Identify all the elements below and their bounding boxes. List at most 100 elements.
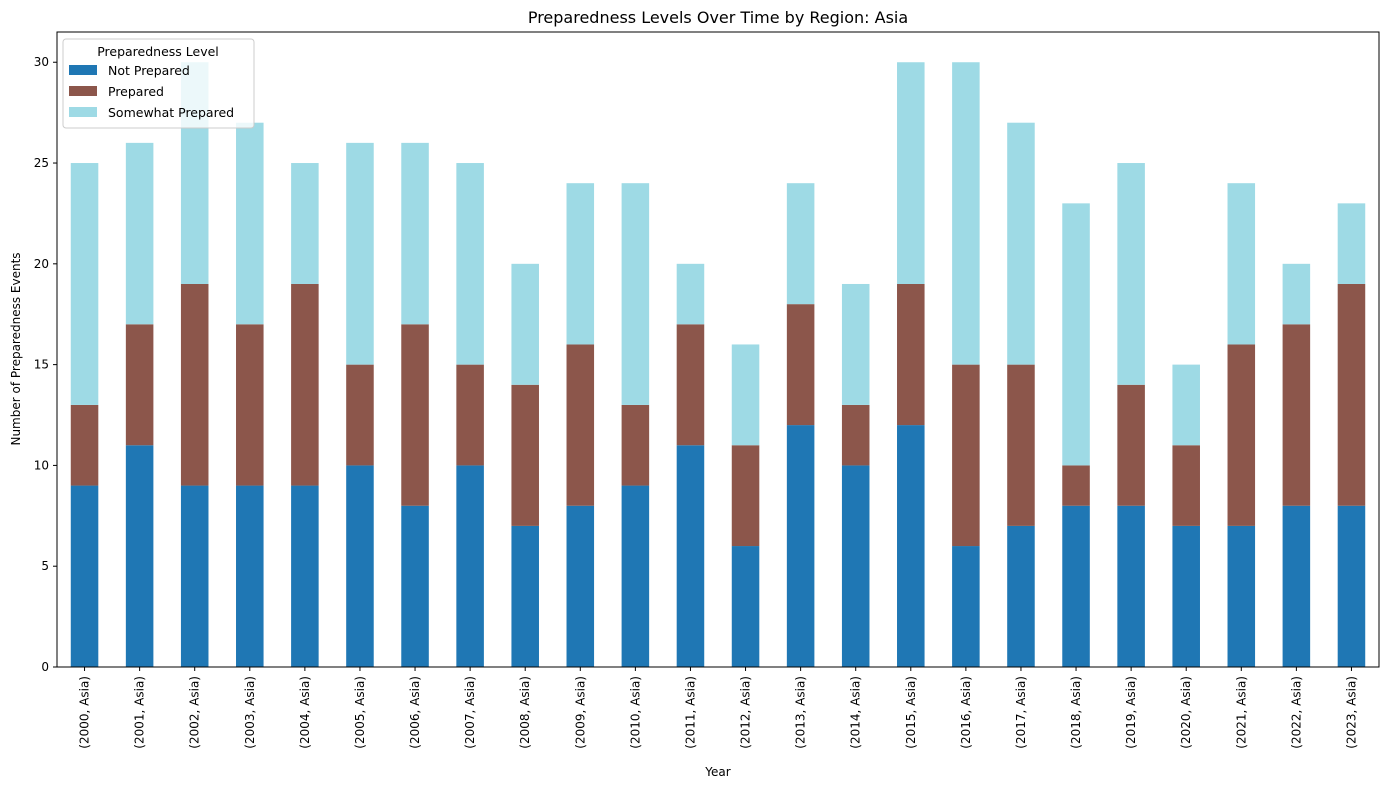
bar-segment-somewhat-prepared-5 xyxy=(346,142,374,365)
bar-segment-not-prepared-4 xyxy=(291,485,319,667)
bar-segment-prepared-8 xyxy=(511,384,539,526)
bar-segment-prepared-1 xyxy=(125,324,154,446)
y-tick-label-10: 10 xyxy=(34,458,49,472)
bar-segment-prepared-4 xyxy=(291,283,319,486)
bar-segment-prepared-15 xyxy=(897,283,925,426)
x-tick-label-5: (2005, Asia) xyxy=(353,676,367,749)
bar-segment-somewhat-prepared-4 xyxy=(291,163,319,284)
legend-label-somewhat-prepared: Somewhat Prepared xyxy=(108,105,234,120)
x-tick-label-23: (2023, Asia) xyxy=(1344,676,1358,749)
x-tick-label-8: (2008, Asia) xyxy=(518,676,532,749)
bar-segment-somewhat-prepared-14 xyxy=(841,283,870,405)
bar-segment-somewhat-prepared-23 xyxy=(1337,203,1366,284)
bar-segment-prepared-18 xyxy=(1062,465,1090,506)
bar-segment-prepared-20 xyxy=(1172,445,1200,526)
legend-swatch-not-prepared xyxy=(69,65,97,75)
bar-segment-somewhat-prepared-17 xyxy=(1007,122,1035,365)
bar-segment-not-prepared-8 xyxy=(511,525,539,667)
bar-segment-not-prepared-6 xyxy=(401,505,429,667)
x-tick-label-22: (2022, Asia) xyxy=(1289,676,1303,749)
x-tick-label-9: (2009, Asia) xyxy=(573,676,587,749)
bar-segment-somewhat-prepared-10 xyxy=(621,183,650,405)
bar-segment-somewhat-prepared-18 xyxy=(1062,203,1090,466)
bar-segment-somewhat-prepared-9 xyxy=(566,183,595,345)
bar-segment-somewhat-prepared-22 xyxy=(1282,263,1311,325)
bar-segment-somewhat-prepared-13 xyxy=(786,183,815,305)
bar-segment-not-prepared-17 xyxy=(1007,525,1035,667)
bar-segment-not-prepared-19 xyxy=(1117,505,1145,667)
x-tick-label-11: (2011, Asia) xyxy=(683,676,697,749)
legend-items: Not Prepared Prepared Somewhat Prepared xyxy=(69,63,234,120)
x-tick-label-19: (2019, Asia) xyxy=(1124,676,1138,749)
bar-segment-prepared-16 xyxy=(952,364,980,547)
bar-segment-prepared-17 xyxy=(1007,364,1035,526)
x-tick-label-2: (2002, Asia) xyxy=(188,676,202,749)
bar-segment-not-prepared-2 xyxy=(180,485,209,667)
bar-segment-prepared-23 xyxy=(1337,283,1366,506)
bar-segment-somewhat-prepared-15 xyxy=(897,62,925,284)
plot-frame xyxy=(56,31,1380,668)
x-tick-label-1: (2001, Asia) xyxy=(133,676,147,749)
bar-segment-prepared-12 xyxy=(731,445,760,547)
bar-segment-somewhat-prepared-1 xyxy=(125,142,154,325)
x-axis: (2000, Asia) (2001, Asia) (2002, Asia) (200… xyxy=(78,667,1358,749)
bar-segment-somewhat-prepared-0 xyxy=(70,163,99,405)
x-tick-label-14: (2014, Asia) xyxy=(849,676,863,749)
bar-segment-not-prepared-18 xyxy=(1062,505,1090,667)
bar-segment-not-prepared-5 xyxy=(346,465,374,667)
y-tick-label-15: 15 xyxy=(34,358,49,372)
bar-segment-somewhat-prepared-21 xyxy=(1227,183,1256,345)
x-tick-label-17: (2017, Asia) xyxy=(1014,676,1028,749)
bar-segment-prepared-14 xyxy=(841,404,870,466)
bar-segment-prepared-0 xyxy=(70,404,99,486)
bar-segment-prepared-6 xyxy=(401,324,429,506)
y-tick-label-30: 30 xyxy=(34,55,49,69)
bar-segment-somewhat-prepared-20 xyxy=(1172,364,1200,446)
x-tick-label-16: (2016, Asia) xyxy=(959,676,973,749)
x-tick-label-21: (2021, Asia) xyxy=(1234,676,1248,749)
x-tick-label-15: (2015, Asia) xyxy=(904,676,918,749)
bar-segment-not-prepared-10 xyxy=(621,485,650,667)
legend-label-not-prepared: Not Prepared xyxy=(108,63,190,78)
bar-segment-prepared-22 xyxy=(1282,324,1311,506)
y-axis-label: Number of Preparedness Events xyxy=(9,252,23,445)
bar-segment-not-prepared-1 xyxy=(125,445,154,667)
x-tick-label-7: (2007, Asia) xyxy=(463,676,477,749)
x-tick-label-12: (2012, Asia) xyxy=(739,676,753,749)
bar-segment-somewhat-prepared-3 xyxy=(236,122,264,325)
bar-segment-prepared-5 xyxy=(346,364,374,466)
x-tick-label-20: (2020, Asia) xyxy=(1179,676,1193,749)
y-axis: 0 5 10 15 20 25 30 xyxy=(34,55,57,674)
bar-segment-not-prepared-0 xyxy=(70,485,99,667)
x-tick-label-13: (2013, Asia) xyxy=(794,676,808,749)
x-tick-label-4: (2004, Asia) xyxy=(298,676,312,749)
y-tick-label-25: 25 xyxy=(34,156,49,170)
bar-segment-prepared-9 xyxy=(566,344,595,506)
chart-title: Preparedness Levels Over Time by Region:… xyxy=(528,8,908,27)
bar-segment-somewhat-prepared-6 xyxy=(401,142,429,325)
bar-segment-somewhat-prepared-8 xyxy=(511,263,539,385)
legend-frame xyxy=(62,38,255,129)
bar-segment-prepared-13 xyxy=(786,304,815,426)
bar-segment-prepared-3 xyxy=(236,324,264,486)
bar-segment-not-prepared-12 xyxy=(731,546,760,667)
y-tick-label-20: 20 xyxy=(34,257,49,271)
bar-segment-prepared-10 xyxy=(621,404,650,486)
bar-segment-prepared-7 xyxy=(456,364,484,466)
bar-segment-not-prepared-3 xyxy=(236,485,264,667)
x-tick-label-6: (2006, Asia) xyxy=(408,676,422,749)
bar-segment-not-prepared-15 xyxy=(897,425,925,667)
bar-segment-prepared-11 xyxy=(676,324,705,446)
bar-segment-somewhat-prepared-11 xyxy=(676,263,705,325)
legend-label-prepared: Prepared xyxy=(108,84,164,99)
bar-segment-prepared-2 xyxy=(180,283,209,486)
bar-segment-prepared-21 xyxy=(1227,344,1256,526)
legend-swatch-somewhat-prepared xyxy=(69,107,97,117)
bar-segment-somewhat-prepared-19 xyxy=(1117,163,1145,385)
bar-segment-not-prepared-14 xyxy=(841,465,870,667)
bar-segment-not-prepared-20 xyxy=(1172,525,1200,667)
bar-segment-somewhat-prepared-12 xyxy=(731,344,760,446)
legend-title: Preparedness Level xyxy=(97,44,219,59)
bar-segment-prepared-19 xyxy=(1117,384,1145,506)
